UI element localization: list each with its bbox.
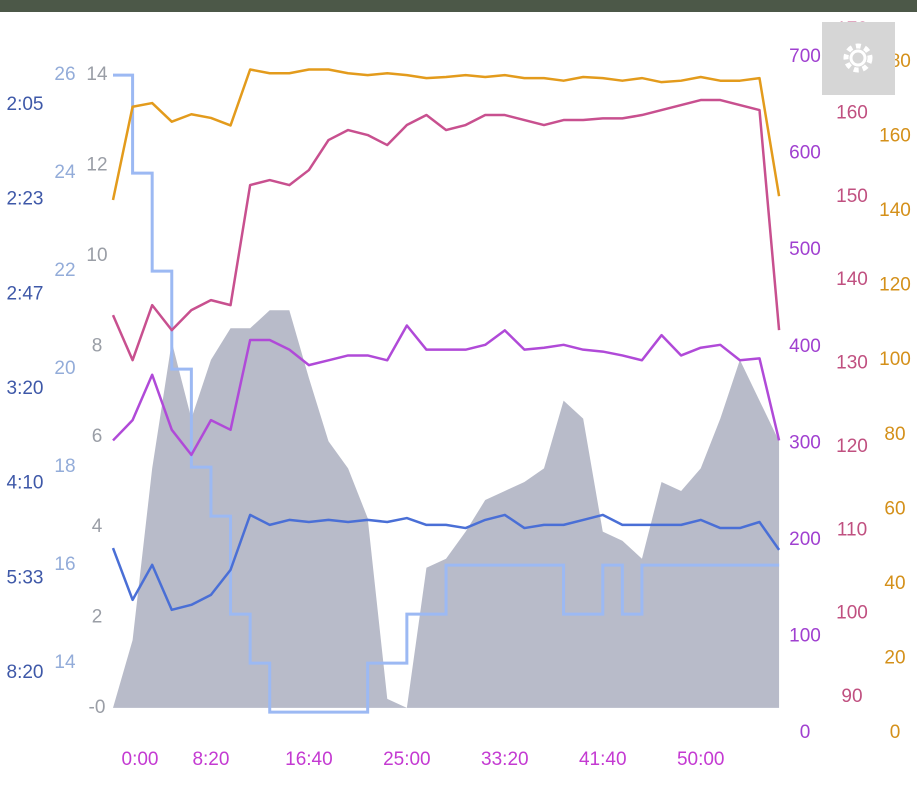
- x-tick-label: 0:00: [122, 749, 159, 770]
- y-tick-label: 600: [789, 143, 821, 164]
- x-tick-label: 41:40: [579, 749, 627, 770]
- y-tick-label: 8:20: [7, 662, 44, 683]
- line: [112, 324, 781, 457]
- y-tick-label: 110: [837, 519, 867, 540]
- y-tick-label: 3:20: [7, 378, 44, 399]
- line: [111, 68, 781, 201]
- y-tick-label: 2:23: [7, 189, 44, 210]
- y-tick-label: 80: [884, 424, 905, 445]
- y-tick-label: 120: [879, 275, 911, 296]
- step-line: [113, 73, 780, 714]
- y-tick-label: 18: [54, 456, 75, 477]
- settings-button[interactable]: [822, 22, 895, 95]
- y-tick-label: 22: [54, 260, 75, 281]
- y-tick-label: 4:10: [7, 473, 44, 494]
- y-tick-label: 16: [54, 554, 75, 575]
- y-tick-label: 12: [86, 155, 107, 176]
- y-tick-label: 14: [54, 652, 76, 673]
- y-tick-label: 160: [879, 126, 911, 147]
- y-tick-label: 2: [92, 607, 103, 628]
- y-tick-label: 4: [92, 516, 103, 537]
- settings-background[interactable]: [822, 22, 895, 95]
- y-tick-label: 200: [789, 529, 821, 550]
- y-tick-label: 10: [86, 245, 107, 266]
- y-tick-label: 0: [890, 722, 901, 743]
- y-tick-label: 40: [884, 573, 905, 594]
- y-tick-label: 90: [841, 686, 862, 707]
- x-tick-label: 16:40: [285, 749, 333, 770]
- x-tick-label: 8:20: [192, 749, 229, 770]
- y-tick-label: 26: [54, 64, 75, 85]
- y-tick-label: 14: [86, 64, 108, 85]
- y-tick-label: -0: [89, 697, 106, 718]
- y-tick-label: 0: [800, 722, 811, 743]
- y-tick-label: 300: [789, 432, 821, 453]
- y-tick-label: 700: [789, 46, 821, 67]
- x-tick-label: 50:00: [677, 749, 725, 770]
- y-tick-label: 100: [836, 603, 868, 624]
- y-tick-label: 160: [836, 102, 868, 123]
- y-tick-label: 100: [789, 625, 821, 646]
- y-tick-label: 150: [836, 186, 868, 207]
- y-tick-label: 120: [836, 436, 868, 457]
- y-tick-label: 6: [92, 426, 103, 447]
- y-tick-label: 24: [54, 162, 76, 183]
- line: [111, 98, 781, 362]
- y-tick-label: 400: [789, 336, 821, 357]
- line: [111, 513, 781, 612]
- y-tick-label: 130: [836, 353, 868, 374]
- y-tick-label: 500: [789, 239, 821, 260]
- y-tick-label: 20: [54, 358, 75, 379]
- y-tick-label: 5:33: [7, 567, 44, 588]
- y-tick-label: 8: [92, 335, 103, 356]
- y-tick-label: 140: [836, 269, 868, 290]
- y-tick-label: 100: [879, 349, 911, 370]
- y-tick-label: 20: [884, 647, 905, 668]
- y-tick-label: 2:47: [7, 283, 44, 304]
- gear-icon[interactable]: [849, 49, 867, 67]
- y-tick-label: 140: [879, 200, 911, 221]
- y-tick-label: 60: [884, 498, 905, 519]
- y-tick-label: 2:05: [7, 94, 44, 115]
- x-tick-label: 25:00: [383, 749, 431, 770]
- map-strip: [0, 0, 917, 12]
- gear-teeth[interactable]: [843, 43, 873, 73]
- area: [113, 310, 780, 708]
- x-tick-label: 33:20: [481, 749, 529, 770]
